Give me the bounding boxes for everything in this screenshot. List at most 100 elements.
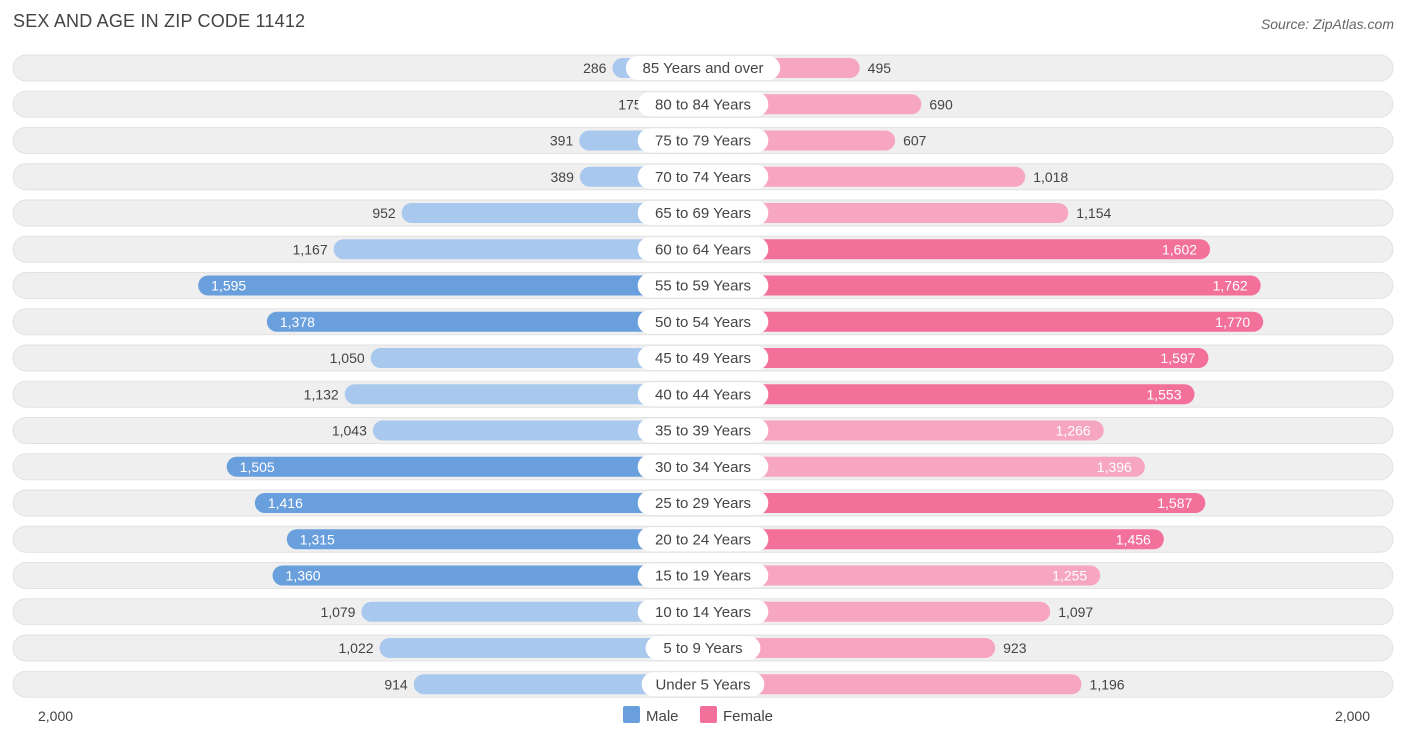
- female-value-label: 1,456: [1116, 531, 1151, 547]
- male-bar: [272, 565, 703, 586]
- male-bar: [370, 348, 703, 368]
- category-label: 55 to 59 Years: [655, 278, 751, 295]
- female-value-label: 495: [868, 60, 892, 76]
- category-label: 25 to 29 Years: [655, 495, 751, 512]
- category-label: 60 to 64 Years: [655, 241, 751, 258]
- category-label: 35 to 39 Years: [655, 423, 751, 440]
- female-value-label: 1,396: [1097, 459, 1132, 475]
- female-bar: [703, 420, 1104, 441]
- male-value-label: 1,360: [286, 568, 321, 584]
- chart-row: 1,505 1,396 30 to 34 Years: [12, 453, 1394, 481]
- category-pill: [637, 237, 769, 262]
- male-bar: [198, 275, 703, 296]
- chart-row: 1,167 1,602 60 to 64 Years: [12, 235, 1394, 263]
- legend: Male Female: [623, 706, 773, 725]
- chart-row: 1,595 1,762 55 to 59 Years: [12, 272, 1394, 299]
- male-bar: [286, 529, 703, 550]
- female-value-label: 1,553: [1146, 386, 1181, 402]
- female-bar: [703, 239, 1211, 260]
- category-pill: [637, 382, 769, 407]
- chart-source: Source: ZipAtlas.com: [1260, 16, 1394, 32]
- category-label: 80 to 84 Years: [655, 96, 751, 113]
- female-value-label: 1,266: [1056, 423, 1091, 439]
- chart-row: 1,315 1,456 20 to 24 Years: [12, 525, 1394, 553]
- male-bar: [379, 638, 703, 658]
- female-value-label: 1,770: [1215, 314, 1250, 330]
- category-label: 75 to 79 Years: [655, 133, 751, 150]
- female-value-label: 607: [903, 133, 927, 149]
- category-label: 45 to 49 Years: [655, 350, 751, 367]
- category-pill: [637, 92, 769, 117]
- male-bar: [344, 384, 703, 405]
- category-label: 85 Years and over: [643, 60, 764, 77]
- male-value-label: 1,132: [304, 386, 339, 402]
- category-pill: [637, 273, 769, 298]
- category-pill: [645, 636, 761, 660]
- male-bar: [266, 311, 703, 332]
- male-bar: [333, 239, 703, 260]
- female-value-label: 1,196: [1090, 676, 1125, 692]
- male-bar: [226, 456, 704, 477]
- legend-female-swatch: [700, 706, 717, 723]
- male-value-label: 1,043: [332, 423, 367, 439]
- category-label: 40 to 44 Years: [655, 386, 751, 403]
- female-bar: [703, 456, 1145, 477]
- male-value-label: 1,378: [280, 314, 315, 330]
- female-value-label: 1,097: [1058, 604, 1093, 620]
- female-bar: [703, 348, 1209, 368]
- category-pill: [637, 454, 769, 479]
- female-bar: [703, 674, 1082, 695]
- female-bar: [703, 529, 1164, 550]
- category-label: 65 to 69 Years: [655, 205, 751, 222]
- male-value-label: 1,315: [300, 531, 335, 547]
- female-bar: [703, 493, 1206, 513]
- male-bar: [361, 601, 703, 622]
- category-pill: [637, 418, 769, 443]
- chart-row: 1,043 1,266 35 to 39 Years: [12, 417, 1394, 444]
- axis-right-label: 2,000: [1335, 708, 1370, 724]
- category-pill: [637, 563, 769, 588]
- category-pill: [637, 164, 769, 189]
- category-pill: [637, 491, 769, 515]
- female-bar: [703, 203, 1069, 223]
- category-label: 15 to 19 Years: [655, 568, 751, 585]
- chart-row: 1,360 1,255 15 to 19 Years: [12, 562, 1394, 589]
- male-bar: [372, 420, 703, 441]
- category-pill: [641, 672, 765, 697]
- male-value-label: 175: [618, 96, 642, 112]
- male-bar: [254, 493, 703, 513]
- chart-row: 952 1,154 65 to 69 Years: [12, 199, 1394, 227]
- category-label: 5 to 9 Years: [663, 640, 742, 657]
- chart-row: 914 1,196 Under 5 Years: [12, 670, 1394, 698]
- chart-row: 1,378 1,770 50 to 54 Years: [12, 308, 1394, 336]
- category-pill: [637, 201, 769, 225]
- female-bar: [703, 166, 1026, 187]
- category-pill: [637, 128, 769, 153]
- category-label: 50 to 54 Years: [655, 314, 751, 331]
- female-value-label: 1,154: [1076, 205, 1111, 221]
- chart-title: SEX AND AGE IN ZIP CODE 11412: [13, 11, 306, 31]
- female-bar: [703, 384, 1195, 405]
- female-bar: [703, 311, 1264, 332]
- female-bar: [703, 565, 1101, 586]
- category-pill: [625, 56, 781, 80]
- chart-rows: 286 495 85 Years and over 175 690 80 to 84 Ye…: [12, 54, 1394, 698]
- male-value-label: 1,050: [330, 350, 365, 366]
- male-value-label: 286: [583, 60, 607, 76]
- female-value-label: 1,018: [1033, 169, 1068, 185]
- female-value-label: 690: [929, 96, 953, 112]
- female-value-label: 1,587: [1157, 495, 1192, 511]
- legend-female-label: Female: [723, 708, 773, 725]
- male-value-label: 1,595: [211, 278, 246, 294]
- category-label: 70 to 74 Years: [655, 169, 751, 186]
- category-label: 20 to 24 Years: [655, 531, 751, 548]
- female-bar: [703, 638, 996, 658]
- category-pill: [637, 527, 769, 552]
- male-value-label: 1,167: [293, 241, 328, 257]
- female-value-label: 1,255: [1052, 568, 1087, 584]
- chart-row: 391 607 75 to 79 Years: [12, 127, 1394, 154]
- category-label: 30 to 34 Years: [655, 459, 751, 476]
- female-value-label: 1,762: [1213, 278, 1248, 294]
- category-label: 10 to 14 Years: [655, 604, 751, 621]
